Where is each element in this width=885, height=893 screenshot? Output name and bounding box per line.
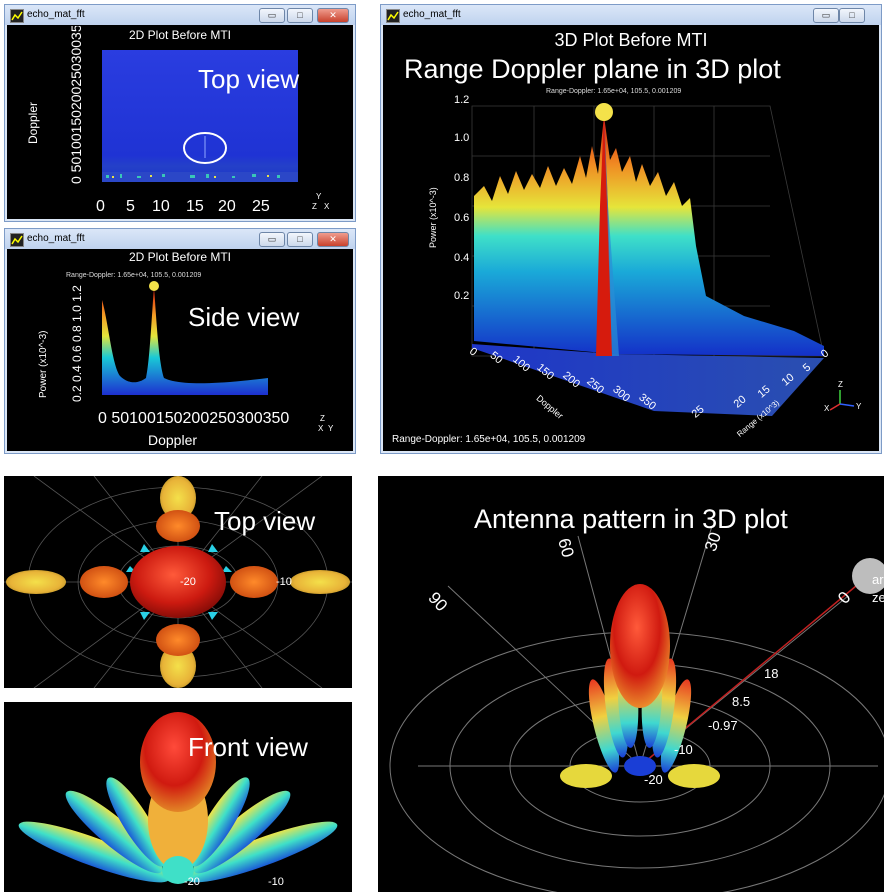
window-title: echo_mat_fft (403, 9, 461, 20)
bottom-ring-label: -10 (268, 876, 284, 888)
minimize-button[interactable]: ▭ (813, 8, 839, 23)
plot-title: 2D Plot Before MTI (128, 250, 232, 264)
right-ring-label: -10 (276, 576, 292, 588)
minimize-button[interactable]: ▭ (259, 232, 285, 247)
app-icon (386, 9, 400, 23)
window-titlebar[interactable]: echo_mat_fft ▭ □ (381, 5, 881, 25)
x-tick: 10 (152, 198, 170, 215)
antenna-pattern-label: Antenna pattern in 3D plot (474, 504, 788, 534)
window-titlebar[interactable]: echo_mat_fft ▭ □ ✕ (5, 5, 355, 25)
top-view-label: Top view (198, 64, 300, 94)
triad-y: Y (328, 424, 334, 433)
triad-x: X (318, 424, 324, 433)
triad-x: X (824, 404, 830, 413)
app-icon (10, 9, 24, 23)
marker-readout: Range-Doppler: 1.65e+04, 105.5, 0.001209 (66, 272, 202, 279)
triad-y: Y (316, 192, 322, 201)
power-tick: 1.0 (454, 132, 470, 144)
plot-title: 3D Plot Before MTI (554, 30, 708, 50)
ring-label: -10 (674, 742, 693, 757)
bottom-ring-label: -20 (184, 876, 200, 888)
ring-label: -0.97 (708, 718, 738, 733)
antenna-front-view-panel: Front view -20 -10 (4, 702, 352, 892)
y-axis-label: Doppler (26, 101, 40, 144)
marker-readout: Range-Doppler: 1.65e+04, 105.5, 0.001209 (546, 88, 682, 95)
axis-triad: Z X Y (316, 414, 340, 438)
maximize-button[interactable]: □ (287, 232, 313, 247)
plot-area[interactable]: 2D Plot Before MTI Range-Doppler: 1.65e+… (8, 250, 352, 450)
plot-title: 2D Plot Before MTI (128, 28, 232, 42)
y-axis-label: Power (x10^-3) (38, 330, 49, 399)
antenna-front-view-graphic (18, 712, 338, 884)
triad-x: X (324, 202, 330, 211)
y-tick-labels: 0.2 0.4 0.6 0.8 1.0 1.2 (70, 285, 84, 402)
window-title: echo_mat_fft (27, 9, 85, 20)
ring-label: -20 (644, 772, 663, 787)
close-button[interactable]: ✕ (317, 232, 349, 247)
highlight-circle (183, 132, 227, 164)
side-view-spectrum (102, 281, 268, 395)
axis-triad: Z X Y (824, 380, 864, 414)
antenna-top-view-panel: Top view -20 -10 (4, 476, 352, 688)
close-button[interactable]: ✕ (317, 8, 349, 23)
window-title: echo_mat_fft (27, 233, 85, 244)
corner-text: ze (872, 590, 884, 605)
x-tick: 20 (218, 198, 236, 215)
surface-3d (471, 103, 825, 416)
x-tick-labels: 0 5 10 15 20 25 (96, 198, 306, 218)
x-tick: 5 (126, 198, 135, 215)
center-ring-label: -20 (180, 576, 196, 588)
range-doppler-label: Range Doppler plane in 3D plot (404, 54, 781, 84)
ring-label: 8.5 (732, 694, 751, 709)
triad-z: Z (320, 414, 325, 423)
x-tick-labels: 0 50100150200250300350 (98, 410, 290, 427)
window-2d-side-view: echo_mat_fft ▭ □ ✕ 2D Plot Before MTI Ra… (4, 228, 356, 454)
power-tick: 1.2 (454, 94, 470, 106)
triad-y: Y (856, 402, 862, 411)
maximize-button[interactable]: □ (839, 8, 865, 23)
x-tick: 0 (96, 198, 105, 215)
power-tick: 0.8 (454, 172, 470, 184)
status-readout: Range-Doppler: 1.65e+04, 105.5, 0.001209 (392, 434, 586, 445)
app-icon (10, 233, 24, 247)
window-3d-plot: echo_mat_fft ▭ □ 3D Plot Before MTI Rang… (380, 4, 882, 454)
x-tick: 25 (252, 198, 270, 215)
power-tick: 0.2 (454, 290, 470, 302)
power-axis-label: Power (x10^-3) (428, 187, 438, 248)
triad-z: Z (312, 202, 317, 211)
minimize-button[interactable]: ▭ (259, 8, 285, 23)
y-tick-labels: 0 50100150200250300350 (68, 26, 84, 184)
side-view-label: Side view (188, 302, 300, 332)
plot-area[interactable]: 3D Plot Before MTI Range Doppler plane i… (384, 26, 878, 450)
top-view-label: Top view (214, 506, 316, 536)
antenna-top-view-graphic (4, 476, 352, 688)
front-view-label: Front view (188, 732, 308, 762)
heatmap (102, 50, 298, 182)
antenna-pattern-graphic (389, 525, 884, 892)
ring-label: 18 (764, 666, 779, 681)
heatmap-noise-band (102, 172, 298, 182)
power-tick: 0.4 (454, 252, 470, 264)
axis-triad: Y Z X (310, 192, 334, 216)
antenna-pattern-3d-panel: Antenna pattern in 3D plot 90 60 30 0 18… (378, 476, 884, 892)
window-2d-top-view: echo_mat_fft ▭ □ ✕ 2D Plot Before MTI To… (4, 4, 356, 222)
triad-z: Z (838, 380, 843, 389)
x-tick: 15 (186, 198, 204, 215)
window-titlebar[interactable]: echo_mat_fft ▭ □ ✕ (5, 229, 355, 249)
power-tick: 0.6 (454, 212, 470, 224)
x-axis-label: Doppler (148, 432, 198, 448)
plot-area[interactable]: 2D Plot Before MTI Top view Doppler 0 50… (8, 26, 352, 218)
maximize-button[interactable]: □ (287, 8, 313, 23)
corner-text: ar (872, 572, 884, 587)
